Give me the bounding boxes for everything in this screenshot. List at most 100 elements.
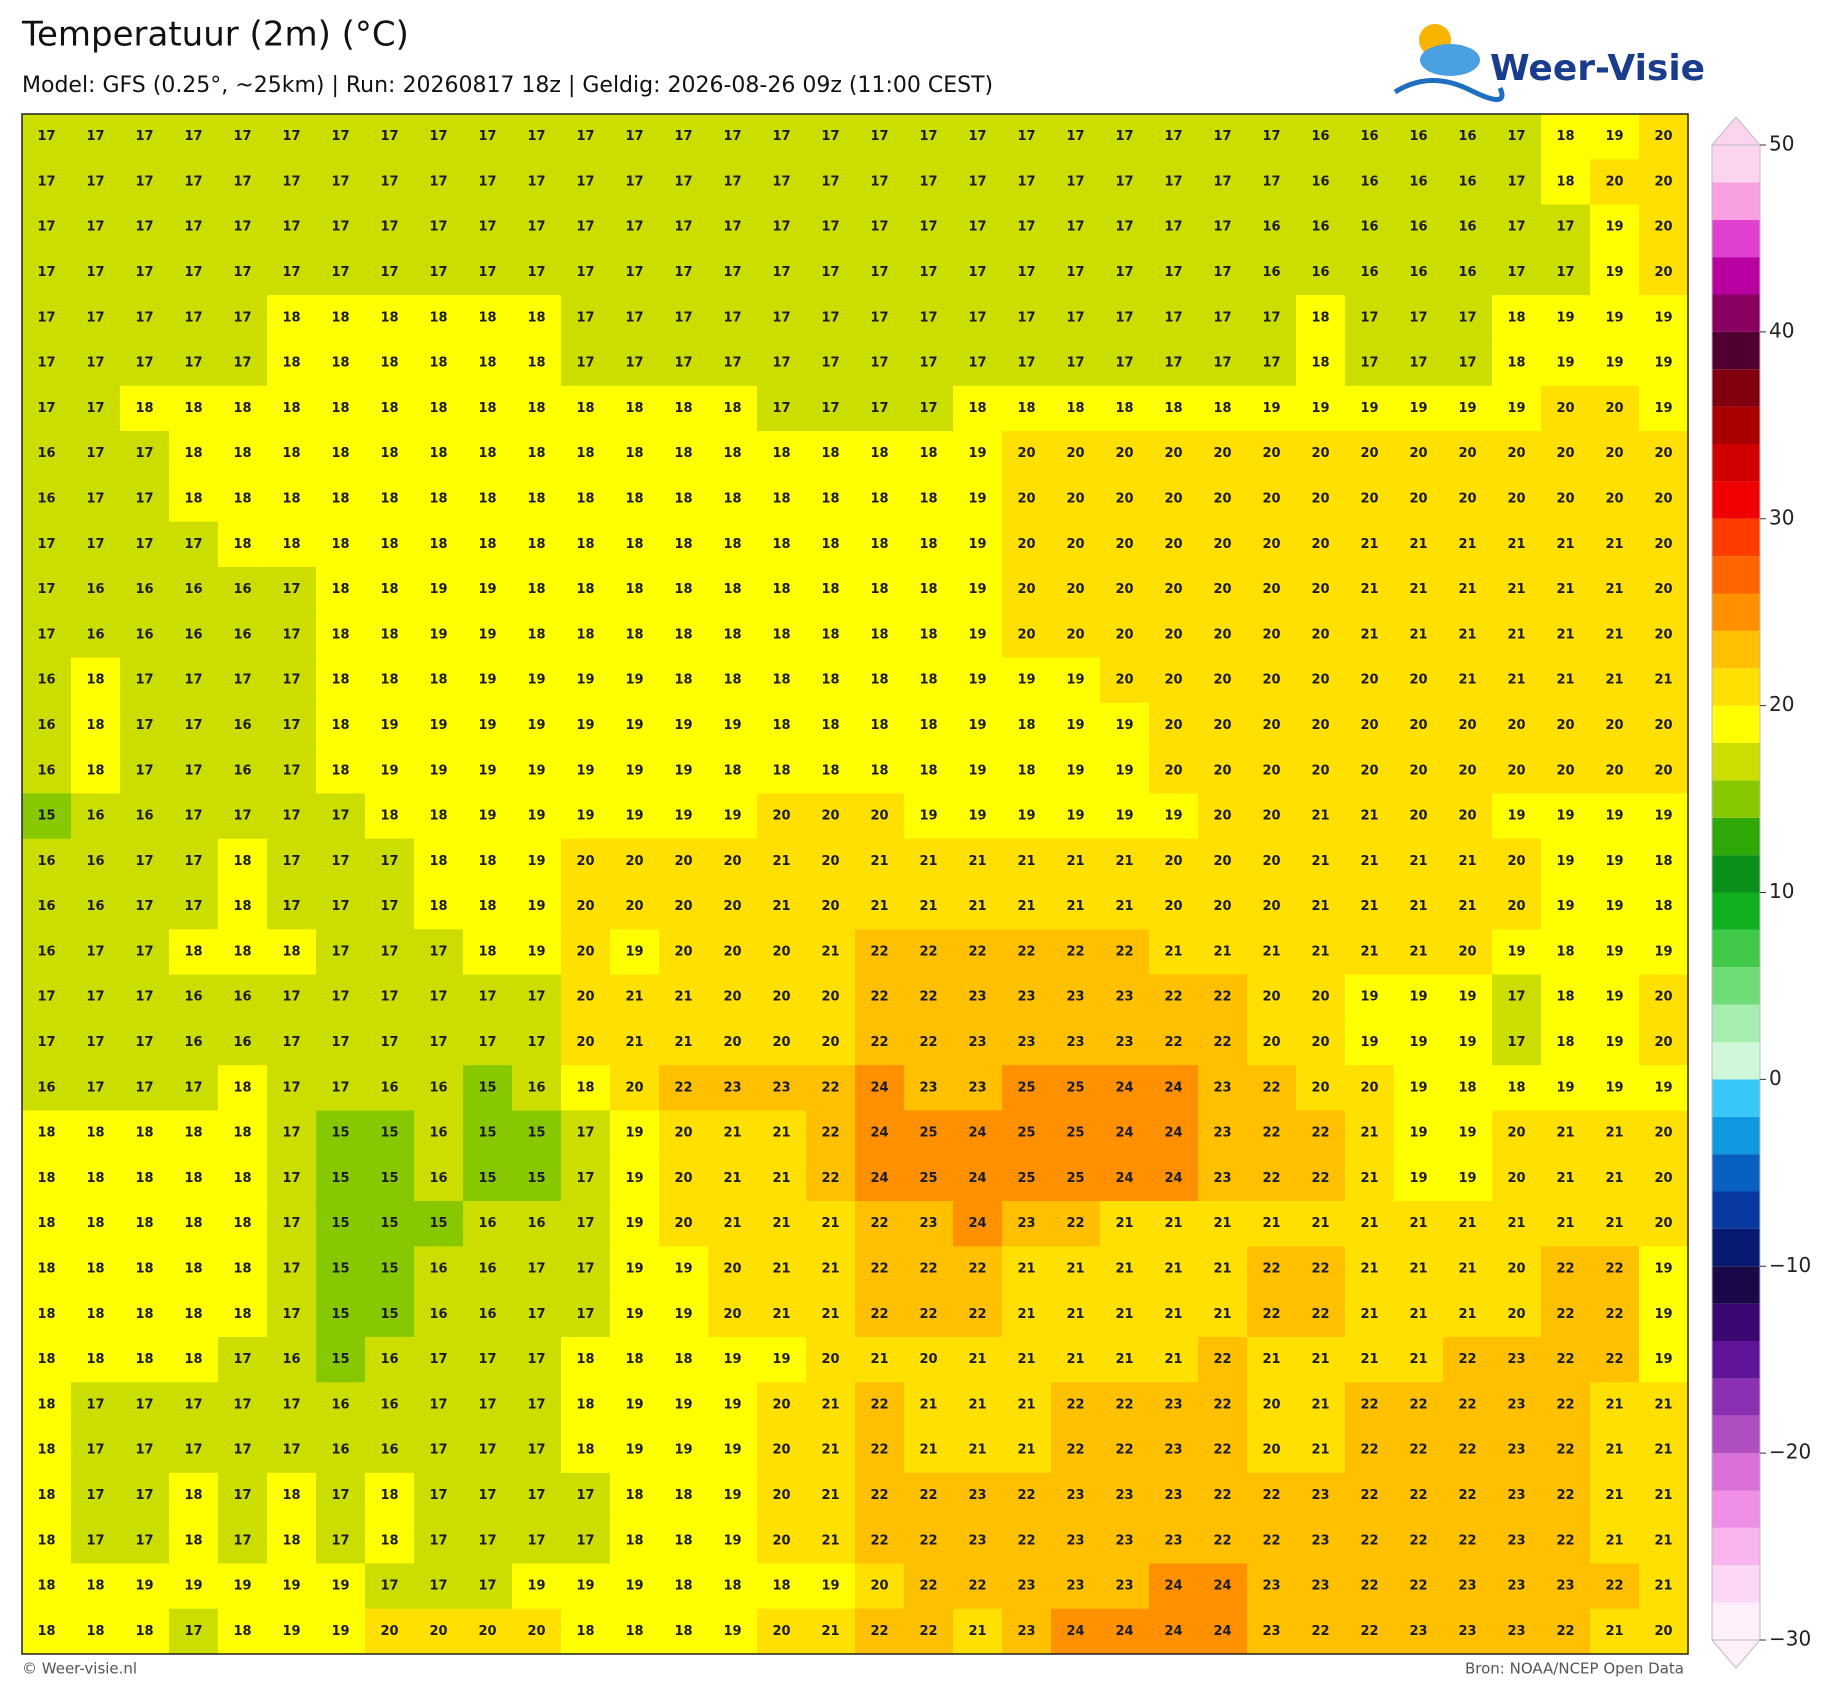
temp-cell — [463, 1246, 513, 1293]
temp-label: 19 — [968, 446, 986, 461]
colorbar-band — [1712, 1490, 1760, 1528]
temp-label: 17 — [429, 1397, 447, 1412]
temp-cell — [1051, 431, 1101, 477]
temp-cell — [1296, 1291, 1346, 1338]
temp-cell — [1541, 974, 1591, 1021]
temp-label: 21 — [1017, 854, 1035, 869]
temp-cell — [610, 1336, 660, 1383]
temp-cell — [71, 1291, 121, 1338]
temp-label: 18 — [1311, 310, 1329, 325]
temp-label: 17 — [135, 718, 153, 733]
temp-cell — [71, 431, 121, 477]
colorbar-tick-label: −30 — [1769, 1627, 1811, 1651]
temp-cell — [1100, 702, 1150, 749]
temp-label: 17 — [674, 310, 692, 325]
temp-label: 17 — [135, 1533, 153, 1548]
temp-label: 19 — [184, 1579, 202, 1594]
temp-cell — [806, 1246, 856, 1293]
temp-label: 18 — [37, 1488, 55, 1503]
temp-label: 18 — [1556, 1035, 1574, 1050]
temp-cell — [659, 340, 709, 387]
temp-cell — [659, 1382, 709, 1429]
temp-label: 24 — [1164, 1171, 1182, 1186]
temp-label: 17 — [184, 718, 202, 733]
temp-cell — [806, 1427, 856, 1474]
temp-cell — [1149, 748, 1199, 794]
temp-cell — [1639, 974, 1689, 1021]
map-frame — [21, 113, 1689, 1655]
temp-label: 21 — [1115, 899, 1133, 914]
temp-cell — [218, 1246, 268, 1293]
temp-cell — [1149, 1472, 1199, 1519]
temp-cell — [1492, 1608, 1542, 1655]
temp-label: 17 — [233, 356, 251, 371]
temp-cell — [953, 793, 1003, 840]
temp-cell — [71, 929, 121, 976]
temp-cell — [708, 1019, 758, 1066]
temp-cell — [1198, 612, 1248, 659]
temp-cell — [1198, 114, 1248, 160]
temp-label: 19 — [478, 627, 496, 642]
temp-cell — [218, 1201, 268, 1247]
temp-cell — [610, 1427, 660, 1474]
temp-label: 17 — [135, 174, 153, 189]
temp-label: 18 — [86, 763, 104, 778]
temp-cell — [1002, 1382, 1052, 1429]
temp-cell — [953, 702, 1003, 749]
temp-label: 18 — [723, 537, 741, 552]
temp-label: 17 — [1360, 310, 1378, 325]
temp-label: 20 — [1262, 899, 1280, 914]
temp-cell — [708, 159, 758, 206]
temp-label: 21 — [919, 1443, 937, 1458]
temp-cell — [1247, 249, 1297, 296]
temp-cell — [1296, 521, 1346, 568]
temp-label: 20 — [1311, 492, 1329, 507]
temp-cell — [806, 884, 856, 930]
temp-label: 16 — [1409, 265, 1427, 280]
temp-cell — [1051, 612, 1101, 659]
temp-cell — [708, 1201, 758, 1247]
temp-cell — [316, 295, 366, 341]
temp-label: 21 — [1017, 1352, 1035, 1367]
temp-cell — [1149, 1110, 1199, 1157]
temp-cell — [1345, 1291, 1395, 1338]
temp-cell — [267, 793, 317, 840]
temp-cell — [22, 385, 72, 432]
temp-cell — [1051, 385, 1101, 432]
temp-label: 21 — [968, 899, 986, 914]
temp-cell — [757, 1563, 807, 1610]
temp-label: 22 — [1605, 1262, 1623, 1277]
temp-label: 15 — [478, 1171, 496, 1186]
temp-cell — [365, 1110, 415, 1157]
temp-label: 21 — [821, 1533, 839, 1548]
temp-cell — [1541, 884, 1591, 930]
temp-cell — [316, 748, 366, 794]
temp-cell — [708, 249, 758, 296]
temp-cell — [806, 1608, 856, 1655]
temp-label: 22 — [821, 1080, 839, 1095]
temp-label: 20 — [1360, 446, 1378, 461]
temp-cell — [218, 566, 268, 613]
temp-label: 17 — [135, 492, 153, 507]
temp-cell — [855, 1563, 905, 1610]
temp-cell — [267, 838, 317, 885]
temp-label: 21 — [1458, 1307, 1476, 1322]
temp-label: 17 — [135, 537, 153, 552]
temp-cell — [708, 1472, 758, 1519]
temp-label: 19 — [674, 1262, 692, 1277]
temp-label: 17 — [1164, 174, 1182, 189]
temp-cell — [1198, 1427, 1248, 1474]
temp-label: 20 — [1213, 718, 1231, 733]
temp-cell — [953, 1291, 1003, 1338]
temp-cell — [708, 1110, 758, 1157]
temp-cell — [1247, 974, 1297, 1021]
temp-cell — [1590, 476, 1640, 523]
temp-label: 18 — [184, 1126, 202, 1141]
colorbar-band — [1712, 1602, 1760, 1640]
temp-label: 19 — [723, 718, 741, 733]
temp-label: 18 — [576, 537, 594, 552]
temp-label: 21 — [821, 1307, 839, 1322]
temp-label: 17 — [184, 1443, 202, 1458]
temp-label: 18 — [478, 899, 496, 914]
temp-cell — [316, 702, 366, 749]
